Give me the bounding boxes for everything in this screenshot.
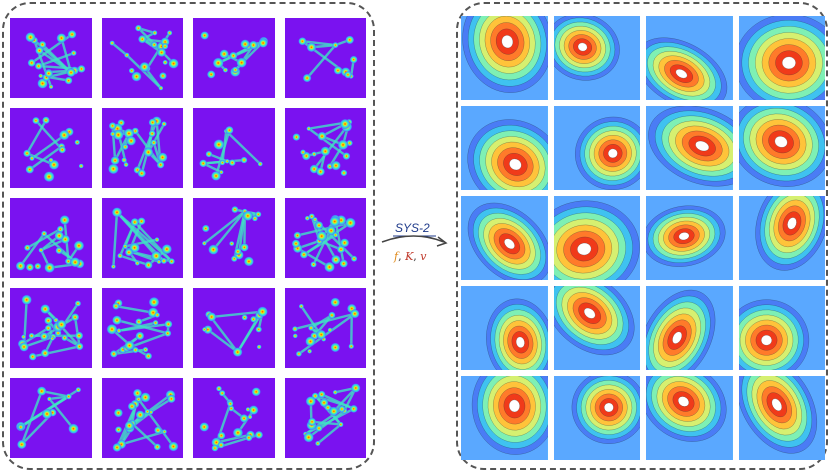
output-field-tile	[461, 376, 548, 460]
output-field-tile	[553, 286, 640, 370]
parameter-separator: ,	[413, 250, 421, 263]
output-field-tile	[461, 286, 548, 370]
input-field-tile	[284, 18, 366, 98]
output-field-tile	[461, 196, 548, 280]
output-grid	[461, 16, 825, 460]
output-field-tile	[461, 16, 548, 100]
arrow-icon	[381, 235, 448, 247]
output-field-tile	[553, 376, 640, 460]
output-field-tile	[553, 106, 640, 190]
output-field-tile	[646, 16, 733, 100]
input-field-tile	[193, 198, 275, 278]
input-field-tile	[101, 18, 183, 98]
input-field-tile	[101, 108, 183, 188]
input-field-tile	[101, 288, 183, 368]
input-field-tile	[284, 378, 366, 458]
input-field-tile	[193, 378, 275, 458]
input-field-tile	[101, 378, 183, 458]
input-field-tile	[10, 198, 92, 278]
output-field-tile	[646, 196, 733, 280]
transform-arrow: SYS-2 f, K, v	[380, 218, 452, 268]
input-field-tile	[284, 288, 366, 368]
parameter-2: K	[405, 250, 414, 263]
input-field-tile	[10, 288, 92, 368]
parameter-3: v	[420, 250, 427, 263]
input-field-tile	[10, 108, 92, 188]
input-field-tile	[284, 198, 366, 278]
input-field-tile	[101, 198, 183, 278]
output-panel	[456, 2, 828, 470]
parameter-list: f, K, v	[394, 250, 427, 263]
input-panel	[2, 2, 375, 470]
input-field-tile	[10, 18, 92, 98]
system-label: SYS-2	[395, 221, 430, 235]
output-field-tile	[738, 16, 825, 100]
input-field-tile	[284, 108, 366, 188]
parameter-1: f	[394, 250, 399, 263]
output-field-tile	[738, 376, 825, 460]
output-field-tile	[646, 286, 733, 370]
input-field-tile	[193, 108, 275, 188]
output-field-tile	[461, 106, 548, 190]
output-field-tile	[553, 196, 640, 280]
output-field-tile	[553, 16, 640, 100]
output-field-tile	[738, 286, 825, 370]
parameter-separator: ,	[398, 250, 406, 263]
output-field-tile	[646, 376, 733, 460]
input-field-tile	[10, 378, 92, 458]
input-grid	[10, 18, 366, 458]
output-field-tile	[738, 196, 825, 280]
output-field-tile	[738, 106, 825, 190]
input-field-tile	[193, 18, 275, 98]
output-field-tile	[646, 106, 733, 190]
input-field-tile	[193, 288, 275, 368]
